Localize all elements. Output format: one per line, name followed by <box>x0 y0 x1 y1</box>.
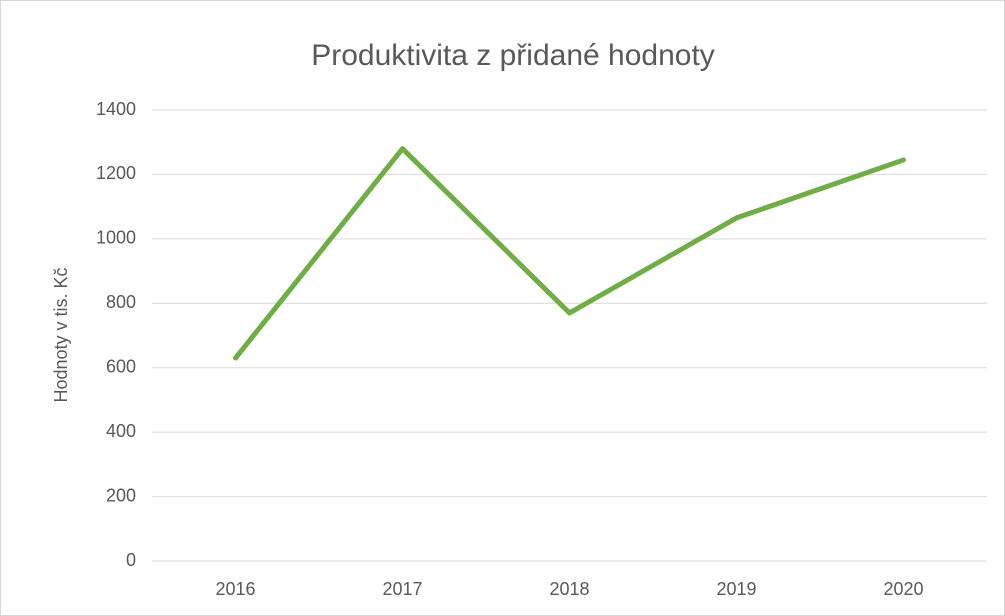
chart-title: Produktivita z přidané hodnoty <box>311 39 715 72</box>
x-tick-label: 2020 <box>883 579 923 599</box>
y-tick-label: 1000 <box>96 228 136 248</box>
y-tick-label: 800 <box>106 292 136 312</box>
data-line <box>233 146 906 361</box>
x-tick-label: 2019 <box>716 579 756 599</box>
x-tick-label: 2016 <box>215 579 255 599</box>
y-tick-label: 0 <box>126 550 136 570</box>
y-tick-label: 400 <box>106 421 136 441</box>
y-tick-label: 600 <box>106 356 136 376</box>
y-tick-label: 1400 <box>96 99 136 119</box>
y-tick-label: 1200 <box>96 163 136 183</box>
y-tick-label: 200 <box>106 485 136 505</box>
x-tick-label: 2018 <box>549 579 589 599</box>
x-tick-label: 2017 <box>382 579 422 599</box>
y-axis-label: Hodnoty v tis. Kč <box>51 267 71 402</box>
